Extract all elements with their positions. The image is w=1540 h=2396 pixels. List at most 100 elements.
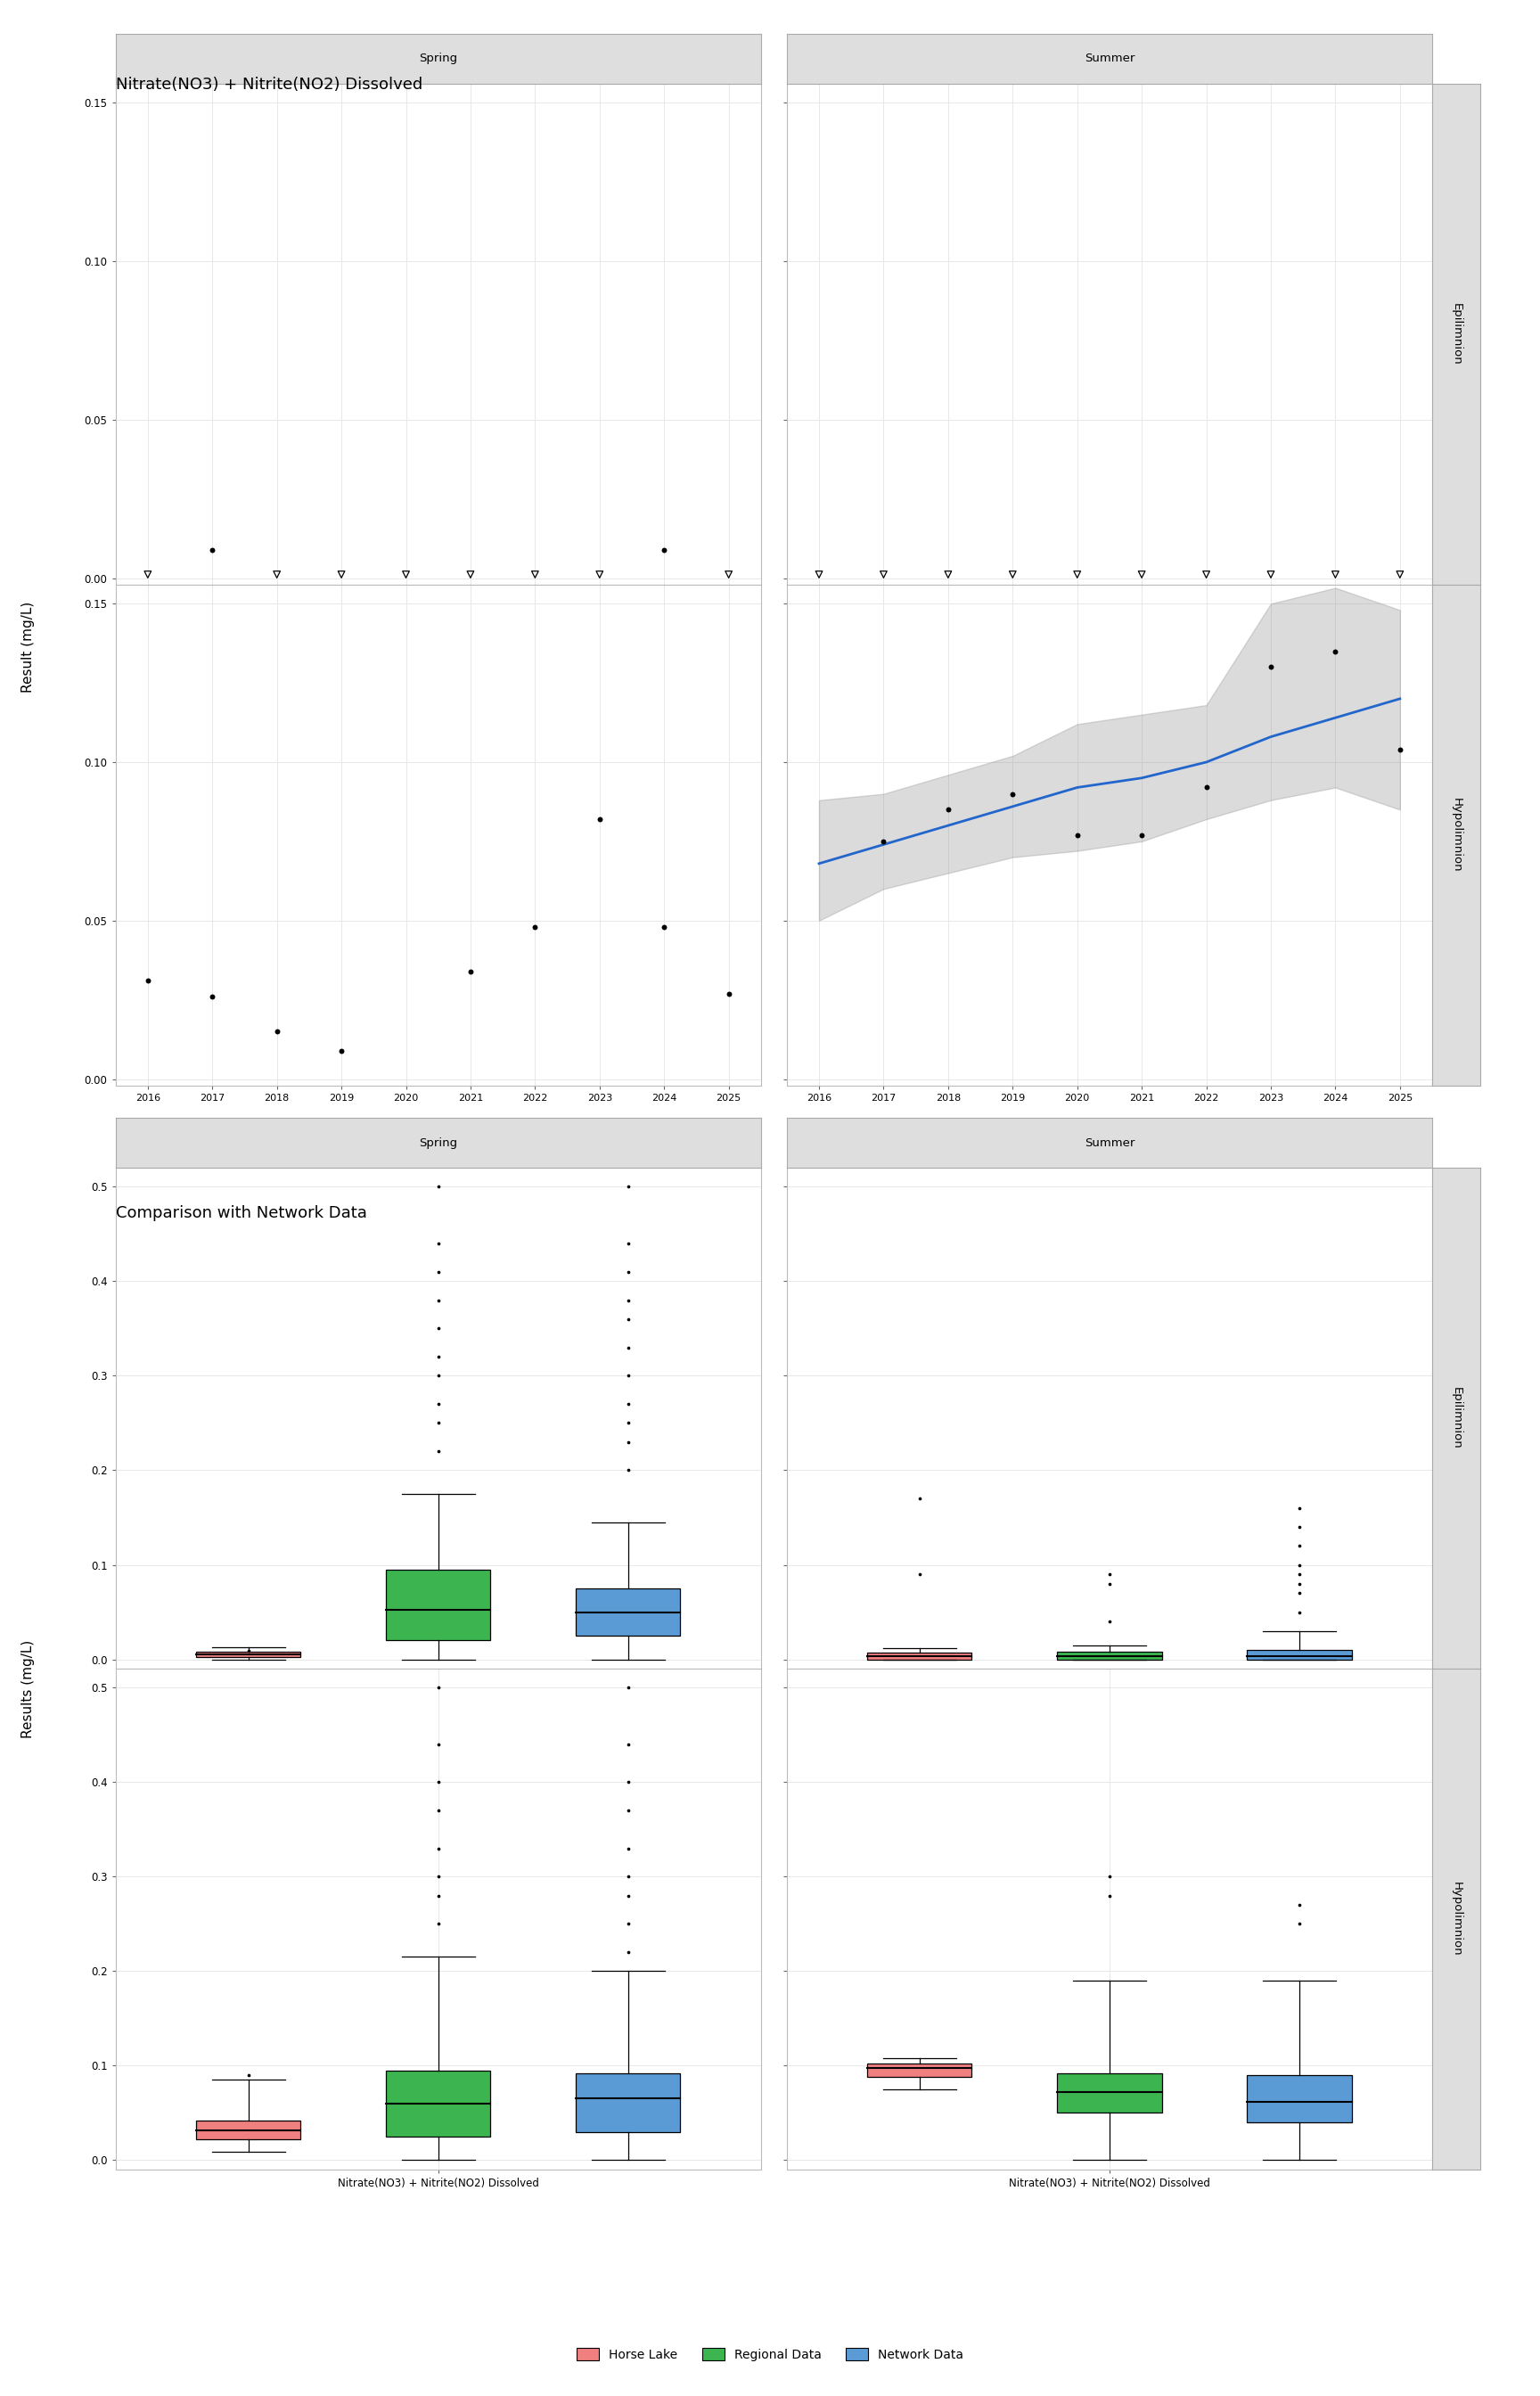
Point bbox=[330, 1030, 354, 1069]
Point bbox=[616, 1905, 641, 1943]
Text: Results (mg/L): Results (mg/L) bbox=[22, 1639, 34, 1739]
Bar bbox=[1247, 1651, 1352, 1660]
Point bbox=[427, 1385, 451, 1423]
Point bbox=[616, 1327, 641, 1366]
Point bbox=[1096, 1555, 1121, 1593]
Point bbox=[872, 556, 896, 594]
Point bbox=[200, 978, 225, 1016]
Point bbox=[427, 1308, 451, 1347]
Bar bbox=[576, 1589, 681, 1636]
Point bbox=[1287, 1593, 1312, 1632]
Point bbox=[616, 1792, 641, 1831]
Point bbox=[616, 1423, 641, 1462]
Point bbox=[616, 1404, 641, 1442]
Point bbox=[427, 1905, 451, 1943]
Point bbox=[1287, 1886, 1312, 1924]
Point bbox=[1064, 817, 1089, 855]
Bar bbox=[387, 1569, 490, 1641]
Point bbox=[1287, 1555, 1312, 1593]
Point bbox=[459, 951, 484, 990]
Point bbox=[872, 822, 896, 860]
Bar bbox=[387, 2070, 490, 2137]
Point bbox=[1287, 1526, 1312, 1565]
Bar bbox=[576, 2073, 681, 2132]
Point bbox=[1287, 1574, 1312, 1613]
Point bbox=[907, 1478, 932, 1517]
Point bbox=[1287, 1905, 1312, 1943]
Point bbox=[1287, 1507, 1312, 1545]
Point bbox=[1001, 774, 1026, 812]
Point bbox=[427, 1253, 451, 1291]
Bar bbox=[196, 2120, 300, 2140]
Point bbox=[616, 1668, 641, 1706]
Point bbox=[427, 1356, 451, 1394]
Point bbox=[616, 1857, 641, 1895]
Bar bbox=[867, 1653, 972, 1660]
Point bbox=[427, 1792, 451, 1831]
Point bbox=[427, 1282, 451, 1320]
Point bbox=[136, 556, 160, 594]
Point bbox=[1194, 556, 1218, 594]
Point bbox=[807, 556, 832, 594]
Point bbox=[1388, 731, 1412, 769]
Point bbox=[1323, 556, 1348, 594]
Point bbox=[1258, 647, 1283, 685]
Point bbox=[616, 1224, 641, 1263]
Point bbox=[236, 2056, 260, 2094]
Point bbox=[616, 1452, 641, 1490]
Point bbox=[616, 1167, 641, 1205]
Point bbox=[651, 530, 676, 568]
Point bbox=[427, 1857, 451, 1895]
Point bbox=[936, 556, 961, 594]
Point bbox=[136, 961, 160, 999]
Point bbox=[616, 1763, 641, 1802]
Text: Comparison with Network Data: Comparison with Network Data bbox=[116, 1205, 367, 1222]
Point bbox=[427, 1224, 451, 1263]
Point bbox=[1287, 1545, 1312, 1584]
Point bbox=[427, 1337, 451, 1375]
Point bbox=[1096, 1876, 1121, 1914]
Point bbox=[427, 1167, 451, 1205]
Bar bbox=[867, 2063, 972, 2077]
Text: Nitrate(NO3) + Nitrite(NO2) Dissolved: Nitrate(NO3) + Nitrite(NO2) Dissolved bbox=[116, 77, 422, 93]
Point bbox=[427, 1876, 451, 1914]
Point bbox=[1096, 1857, 1121, 1895]
Point bbox=[522, 556, 547, 594]
Point bbox=[716, 975, 741, 1014]
Point bbox=[236, 1632, 260, 1670]
Bar bbox=[196, 1651, 300, 1658]
Point bbox=[1388, 556, 1412, 594]
Point bbox=[907, 1555, 932, 1593]
Point bbox=[522, 908, 547, 946]
Point bbox=[427, 1828, 451, 1866]
Point bbox=[1096, 1565, 1121, 1603]
Point bbox=[936, 791, 961, 829]
Point bbox=[1001, 556, 1026, 594]
Point bbox=[330, 556, 354, 594]
Point bbox=[616, 1301, 641, 1339]
Point bbox=[616, 1934, 641, 1972]
Point bbox=[616, 1385, 641, 1423]
Bar bbox=[1058, 1651, 1161, 1660]
Point bbox=[200, 530, 225, 568]
Point bbox=[716, 556, 741, 594]
Point bbox=[265, 556, 290, 594]
Point bbox=[1323, 633, 1348, 671]
Point bbox=[587, 556, 611, 594]
Point bbox=[1129, 556, 1153, 594]
Point bbox=[616, 1876, 641, 1914]
Point bbox=[427, 1433, 451, 1471]
Point bbox=[587, 800, 611, 839]
Point bbox=[616, 1725, 641, 1763]
Point bbox=[616, 1253, 641, 1291]
Point bbox=[427, 1763, 451, 1802]
Point bbox=[616, 1828, 641, 1866]
Point bbox=[616, 1356, 641, 1394]
Point bbox=[1096, 1603, 1121, 1641]
Point bbox=[427, 1404, 451, 1442]
Legend: Horse Lake, Regional Data, Network Data: Horse Lake, Regional Data, Network Data bbox=[571, 2343, 969, 2365]
Text: Result (mg/L): Result (mg/L) bbox=[22, 601, 34, 692]
Point bbox=[1287, 1565, 1312, 1603]
Point bbox=[1258, 556, 1283, 594]
Bar bbox=[1247, 2075, 1352, 2123]
